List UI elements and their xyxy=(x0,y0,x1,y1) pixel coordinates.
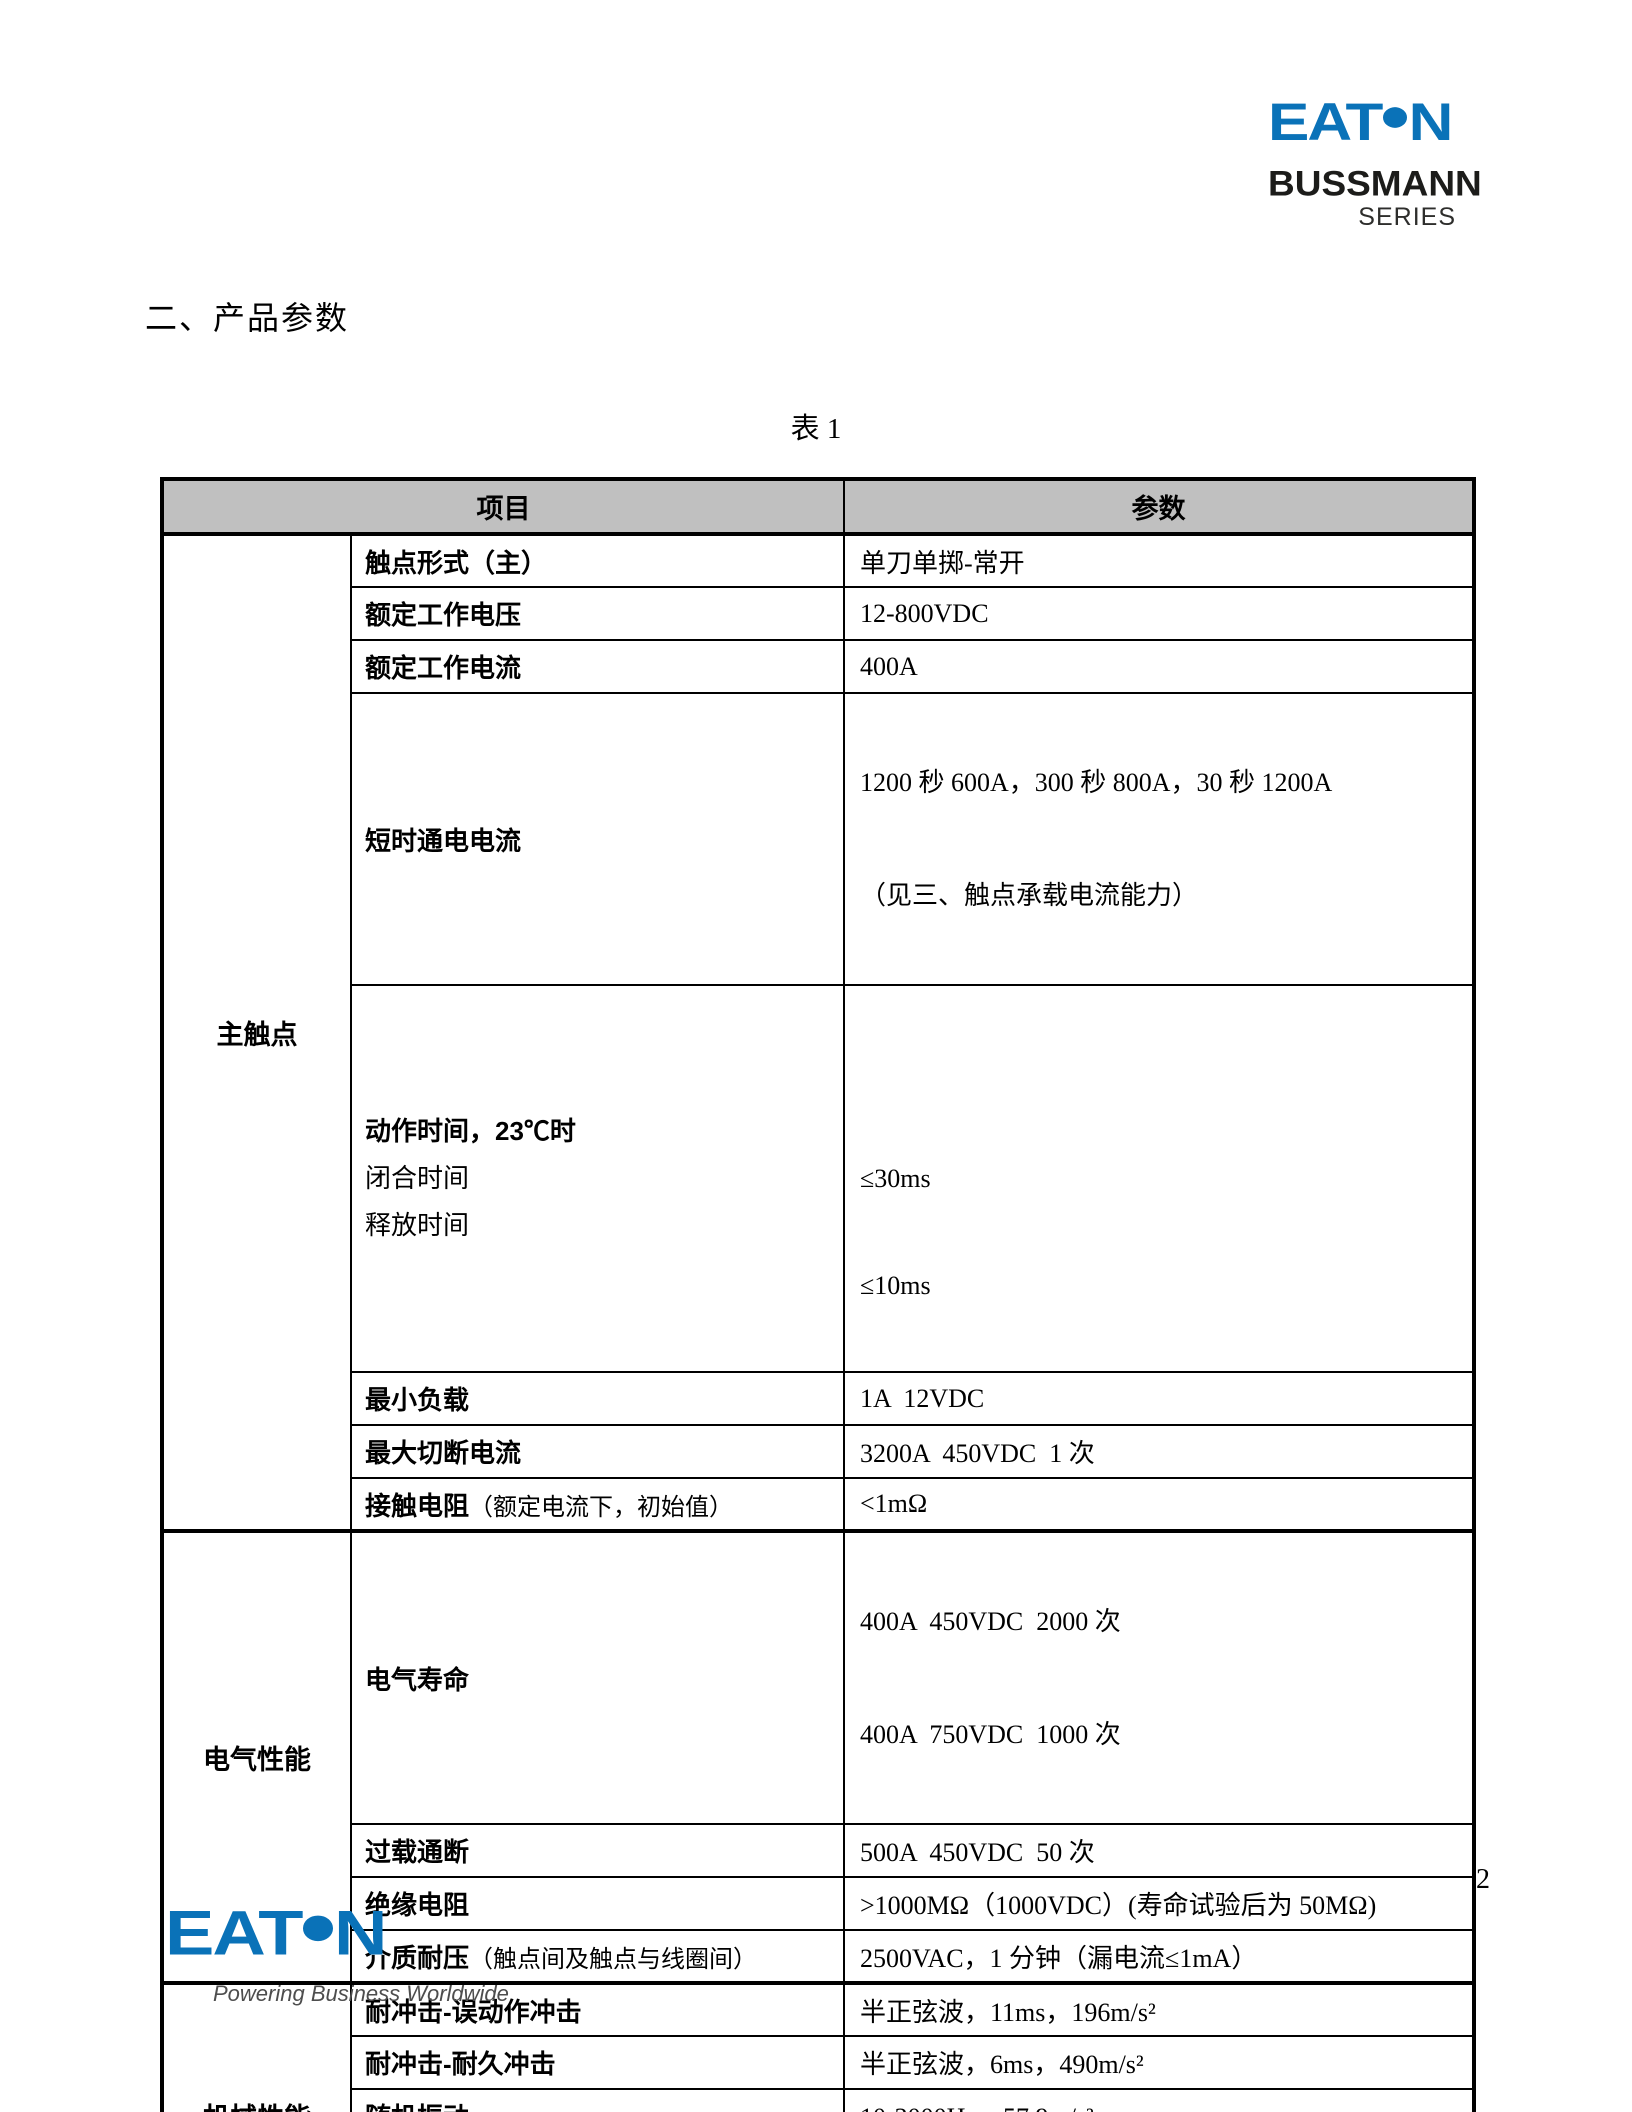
item-label-note: （额定电流下，初始值） xyxy=(469,1494,734,1521)
value-line: 400A 750VDC 1000 次 xyxy=(860,1720,1121,1749)
value-line: 1200 秒 600A，300 秒 800A，30 秒 1200A xyxy=(860,768,1333,797)
item-label-note: （触点间及触点与线圈间） xyxy=(469,1946,758,1973)
value-cell: 400A xyxy=(843,639,1475,694)
eaton-logo-text-left: EAT xyxy=(1268,92,1383,152)
spec-table: 项目 参数 主触点 触点形式（主） 单刀单掷-常开 额定工作电压 12-800V… xyxy=(160,477,1476,2112)
item-cell: 介质耐压（触点间及触点与线圈间） xyxy=(350,1929,845,1984)
value-cell: 3200A 450VDC 1 次 xyxy=(843,1424,1475,1479)
item-sublabel: 闭合时间 xyxy=(365,1164,470,1193)
category-cell: 电气性能 xyxy=(161,1529,352,1984)
section-heading: 二、产品参数 xyxy=(145,300,350,336)
eaton-o-dot-icon xyxy=(302,1915,333,1941)
item-cell: 额定工作电流 xyxy=(350,639,845,694)
table-header-row: 项目 参数 xyxy=(161,478,1475,536)
eaton-bussmann-logo: EAT N BUSSMANN SERIES xyxy=(1268,96,1488,230)
table-row: 耐冲击-耐久冲击 半正弦波，6ms，490m/s² xyxy=(162,2035,1475,2090)
item-cell: 随机振动 xyxy=(350,2088,845,2112)
item-cell: 短时通电电流 xyxy=(350,692,845,986)
item-cell: 耐冲击-误动作冲击 xyxy=(350,1981,845,2037)
item-sublabel: 释放时间 xyxy=(365,1211,470,1240)
header-cell-param: 参数 xyxy=(843,478,1475,536)
item-cell: 接触电阻（额定电流下，初始值） xyxy=(350,1477,845,1532)
value-line: ≤30ms xyxy=(860,1164,931,1193)
value-cell: 半正弦波，6ms，490m/s² xyxy=(843,2035,1475,2090)
table-row: 最大切断电流 3200A 450VDC 1 次 xyxy=(162,1424,1475,1479)
item-cell: 耐冲击-耐久冲击 xyxy=(350,2035,845,2090)
eaton-logo-text-left: EAT xyxy=(165,1897,304,1969)
table-caption: 表 1 xyxy=(790,413,842,445)
item-cell: 触点形式（主） xyxy=(350,533,845,588)
item-cell: 最大切断电流 xyxy=(350,1424,845,1479)
value-cell: 500A 450VDC 50 次 xyxy=(843,1823,1475,1878)
value-line: ≤10ms xyxy=(860,1271,931,1300)
item-cell: 最小负载 xyxy=(350,1371,845,1426)
category-cell: 机械性能 xyxy=(161,1981,352,2112)
table-row: 电气性能 电气寿命 400A 450VDC 2000 次 400A 750VDC… xyxy=(161,1529,1475,1984)
table-row: 过载通断 500A 450VDC 50 次 xyxy=(162,1823,1475,1878)
value-cell: 12-800VDC xyxy=(843,586,1475,641)
eaton-logo-text-right: N xyxy=(334,1897,387,1969)
page-number: 2 xyxy=(1476,1864,1490,1895)
table-row: 机械性能 耐冲击-误动作冲击 半正弦波，11ms，196m/s² xyxy=(161,1981,1475,2112)
value-cell: 单刀单掷-常开 xyxy=(843,533,1475,588)
table-row: 主触点 触点形式（主） 单刀单掷-常开 xyxy=(161,533,1475,1532)
value-cell: ≤30ms ≤10ms xyxy=(843,984,1475,1373)
value-cell: 400A 450VDC 2000 次 400A 750VDC 1000 次 xyxy=(843,1529,1475,1825)
table-row: 额定工作电压 12-800VDC xyxy=(162,586,1475,641)
eaton-o-dot-icon xyxy=(1382,106,1408,129)
eaton-tagline: Powering Business Worldwide xyxy=(213,1981,509,2006)
value-cell: 半正弦波，11ms，196m/s² xyxy=(843,1981,1475,2037)
item-label: 动作时间，23℃时 xyxy=(365,1116,576,1146)
table-row: 动作时间，23℃时 闭合时间 释放时间 ≤30ms ≤10ms xyxy=(162,984,1475,1373)
table-row: 接触电阻（额定电流下，初始值） <1mΩ xyxy=(162,1477,1475,1532)
item-cell: 动作时间，23℃时 闭合时间 释放时间 xyxy=(350,984,845,1373)
item-label: 介质耐压 xyxy=(365,1942,470,1973)
value-cell: >1000MΩ（1000VDC）(寿命试验后为 50MΩ) xyxy=(843,1876,1475,1931)
series-wordmark: SERIES xyxy=(1358,203,1456,231)
table-row: 介质耐压（触点间及触点与线圈间） 2500VAC，1 分钟（漏电流≤1mA） xyxy=(162,1929,1475,1984)
value-line: （见三、触点承载电流能力） xyxy=(860,881,1199,910)
item-cell: 电气寿命 xyxy=(350,1529,845,1825)
value-cell: 1A 12VDC xyxy=(843,1371,1475,1426)
item-cell: 额定工作电压 xyxy=(350,586,845,641)
value-cell: 1200 秒 600A，300 秒 800A，30 秒 1200A （见三、触点… xyxy=(843,692,1475,986)
bussmann-wordmark: BUSSMANN xyxy=(1268,164,1482,204)
table-row: 随机振动 10-2000Hz，57.9m/s² xyxy=(162,2088,1475,2112)
category-cell: 主触点 xyxy=(161,533,352,1532)
item-cell: 绝缘电阻 xyxy=(350,1876,845,1931)
table-row: 绝缘电阻 >1000MΩ（1000VDC）(寿命试验后为 50MΩ) xyxy=(162,1876,1475,1931)
header-cell-item: 项目 xyxy=(161,478,845,536)
value-cell: 2500VAC，1 分钟（漏电流≤1mA） xyxy=(843,1929,1475,1984)
table-row: 额定工作电流 400A xyxy=(162,639,1475,694)
eaton-logo: EAT N xyxy=(165,1902,388,1965)
item-cell: 过载通断 xyxy=(350,1823,845,1878)
value-cell: 10-2000Hz，57.9m/s² xyxy=(843,2088,1475,2112)
value-line-spacer xyxy=(860,1048,1462,1095)
value-cell: <1mΩ xyxy=(843,1477,1475,1532)
item-label: 接触电阻 xyxy=(365,1490,470,1521)
table-row: 最小负载 1A 12VDC xyxy=(162,1371,1475,1426)
eaton-logo-text-right: N xyxy=(1408,92,1454,152)
eaton-logo: EAT N xyxy=(1268,92,1454,152)
table-row: 短时通电电流 1200 秒 600A，300 秒 800A，30 秒 1200A… xyxy=(162,692,1475,986)
value-line: 400A 450VDC 2000 次 xyxy=(860,1607,1121,1636)
eaton-footer-logo: EAT N Powering Business Worldwide xyxy=(165,1902,509,2007)
